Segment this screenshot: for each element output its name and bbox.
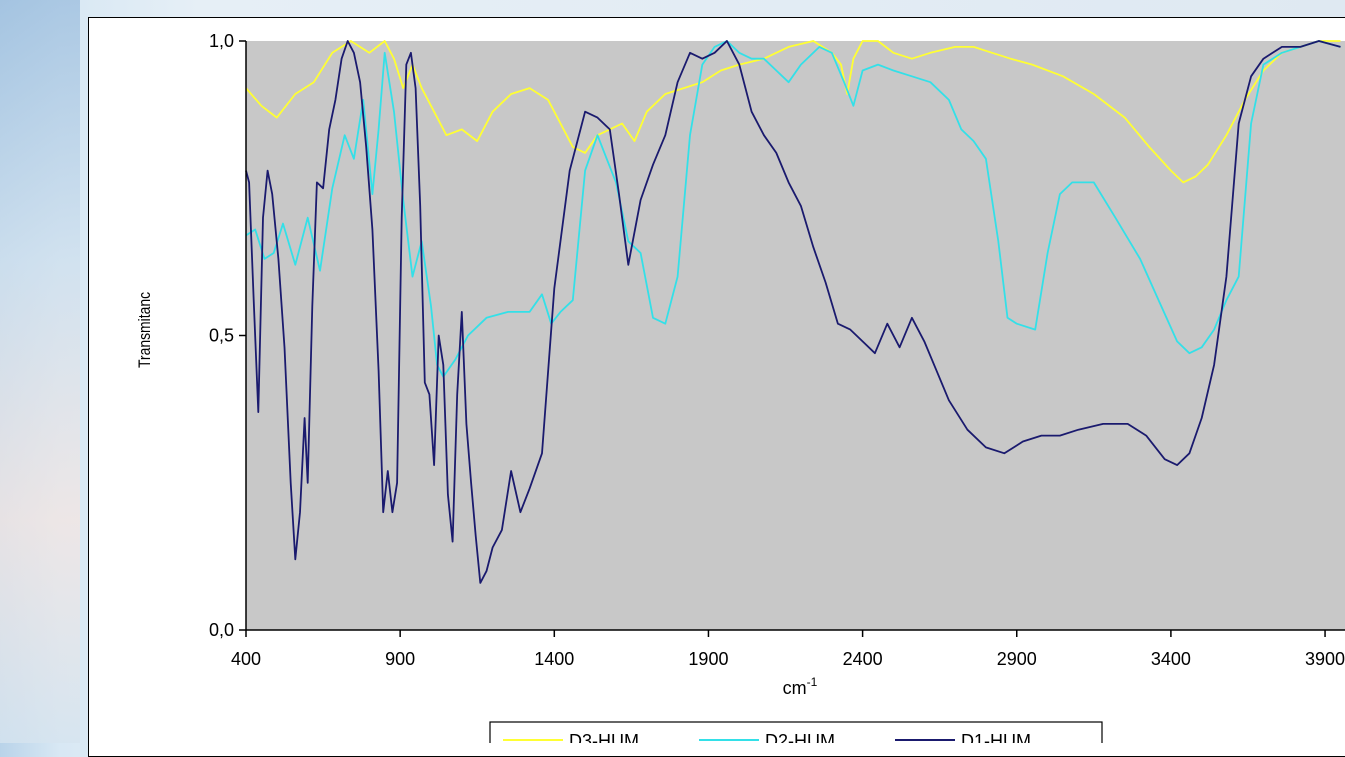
y-tick-label-2: 1,0 bbox=[209, 31, 234, 51]
legend-box bbox=[489, 721, 1103, 743]
series-line-d3-hum bbox=[245, 40, 1341, 184]
plot-area bbox=[246, 41, 1345, 630]
x-tick-label-1400: 1400 bbox=[534, 649, 574, 669]
legend-label-d1-hum: D1-HUM bbox=[961, 731, 1031, 743]
x-tick-label-900: 900 bbox=[385, 649, 415, 669]
x-tick-label-3900: 3900 bbox=[1305, 649, 1345, 669]
x-axis-title-main: cm bbox=[783, 678, 807, 698]
x-tick-label-3400: 3400 bbox=[1151, 649, 1191, 669]
legend-label-d3-hum: D3-HUM bbox=[569, 731, 639, 743]
x-tick-label-2400: 2400 bbox=[843, 649, 883, 669]
x-axis-title-sup: -1 bbox=[807, 675, 818, 689]
ticks-layer: 400 900 1400 1900 2400 2900 3400 3900 0,0 0,5 1,0 bbox=[209, 31, 1345, 669]
legend: D3-HUM D2-HUM D1-HUM bbox=[489, 721, 1103, 743]
x-tick-label-400: 400 bbox=[231, 649, 261, 669]
series-line-d2-hum bbox=[245, 40, 1341, 378]
series-line-d1-hum bbox=[245, 40, 1341, 584]
y-tick-label-1: 0,5 bbox=[209, 326, 234, 346]
series-layer bbox=[245, 40, 1341, 584]
y-axis-title: Transmitanc bbox=[136, 292, 155, 368]
x-tick-label-1900: 1900 bbox=[688, 649, 728, 669]
y-tick-label-0: 0,0 bbox=[209, 620, 234, 640]
x-axis-title: cm-1 bbox=[783, 675, 818, 698]
legend-label-d2-hum: D2-HUM bbox=[765, 731, 835, 743]
background-blur bbox=[0, 0, 80, 743]
x-tick-label-2900: 2900 bbox=[997, 649, 1037, 669]
